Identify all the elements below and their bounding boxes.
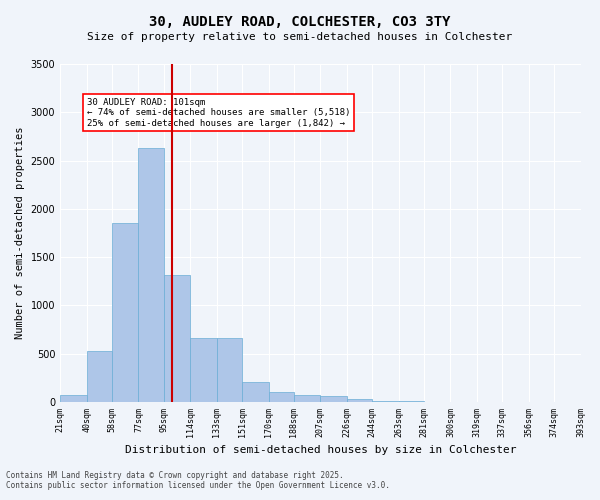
Bar <box>320 396 347 402</box>
X-axis label: Distribution of semi-detached houses by size in Colchester: Distribution of semi-detached houses by … <box>125 445 516 455</box>
Bar <box>139 148 164 402</box>
Text: 30, AUDLEY ROAD, COLCHESTER, CO3 3TY: 30, AUDLEY ROAD, COLCHESTER, CO3 3TY <box>149 15 451 29</box>
Text: Size of property relative to semi-detached houses in Colchester: Size of property relative to semi-detach… <box>88 32 512 42</box>
Bar <box>242 382 269 402</box>
Bar <box>372 401 398 402</box>
Bar <box>347 399 372 402</box>
Bar <box>294 394 320 402</box>
Bar <box>87 350 112 402</box>
Bar <box>112 224 139 402</box>
Bar <box>60 394 87 402</box>
Bar <box>217 338 242 402</box>
Bar <box>164 276 190 402</box>
Bar <box>190 338 217 402</box>
Text: 30 AUDLEY ROAD: 101sqm
← 74% of semi-detached houses are smaller (5,518)
25% of : 30 AUDLEY ROAD: 101sqm ← 74% of semi-det… <box>87 98 350 128</box>
Bar <box>269 392 294 402</box>
Y-axis label: Number of semi-detached properties: Number of semi-detached properties <box>15 126 25 339</box>
Text: Contains HM Land Registry data © Crown copyright and database right 2025.
Contai: Contains HM Land Registry data © Crown c… <box>6 470 390 490</box>
